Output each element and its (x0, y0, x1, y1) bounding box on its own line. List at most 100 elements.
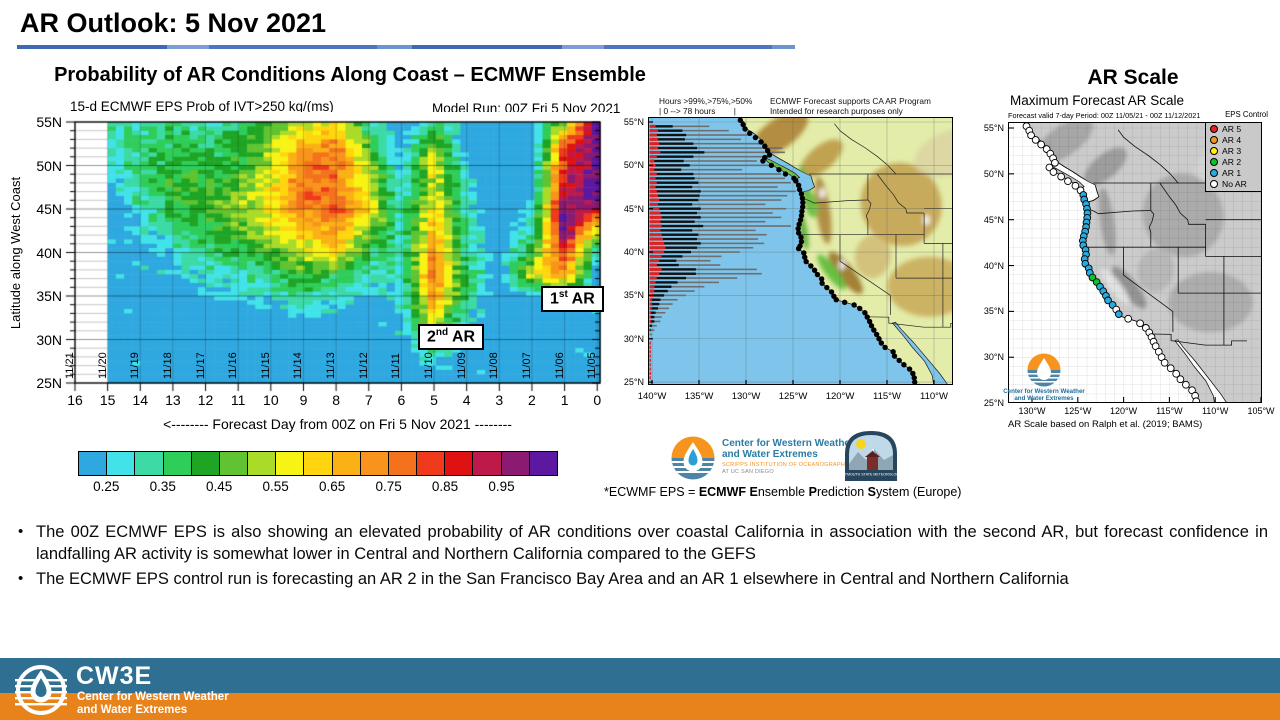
prob-date-tick-label: 11/08 (488, 352, 501, 379)
prob-y-axis-label: Latitude along West Coast (8, 176, 23, 330)
hours-bar-75 (649, 185, 693, 189)
hours-bar-50 (649, 168, 743, 171)
hours-bar-99 (649, 168, 655, 172)
colorbar-cell (445, 452, 474, 475)
hours-bar-75 (649, 276, 687, 280)
hours-bar-99 (649, 202, 659, 206)
mid-map-lon-label: 120°W (825, 391, 855, 402)
hours-bar-99 (649, 142, 660, 146)
hours-bar-50 (649, 246, 754, 249)
ar-scale-dot-no (1176, 375, 1185, 384)
hours-bar-50 (649, 186, 778, 188)
hours-bar-99 (649, 250, 665, 254)
hours-bar-99 (649, 189, 657, 193)
scripps-text: SCRIPPS INSTITUTION OF OCEANOGRAPHY (722, 462, 849, 468)
map-frame (648, 117, 953, 385)
mid-map-lon-label: 135°W (684, 391, 714, 402)
prob-date-tick-label: 11/11 (390, 353, 403, 379)
right-section-heading: AR Scale (1087, 66, 1179, 89)
hours-bar-99 (649, 259, 660, 263)
footnote-segment: S (867, 485, 877, 499)
hours-bar-99 (649, 159, 655, 163)
coast-dot (798, 238, 805, 245)
legend-dot-icon (1210, 157, 1218, 166)
ar-map-logo-text1: Center for Western Weather (1003, 388, 1085, 395)
coast-dot (799, 208, 805, 215)
prob-date-tick-label: 11/20 (96, 352, 109, 379)
footnote-segment: E (749, 485, 758, 499)
hours-bar-99 (649, 367, 651, 371)
coast-dot (901, 362, 907, 368)
mid-map-lon-label: 125°W (778, 391, 808, 402)
prob-lat-tick-label: 55N (36, 114, 62, 130)
legend-label: AR 1 (1222, 167, 1242, 178)
colorbar-tick-label: 0.95 (488, 479, 515, 494)
coast-dot (764, 147, 771, 154)
hours-bar-50 (649, 181, 792, 184)
ar-scale-dot-no (1136, 319, 1144, 328)
ar-scale-dot-no (1160, 358, 1169, 367)
hours-bar-75 (649, 237, 698, 241)
state-border (1149, 333, 1247, 346)
cw3e-logo-text-line2: and Water Extremes (722, 449, 818, 460)
hours-bar-75 (649, 129, 683, 132)
prob-date-tick-label: 11/07 (520, 352, 533, 379)
vancouver-island (762, 156, 801, 180)
hours-bar-99 (649, 176, 656, 180)
hours-bar-99 (649, 263, 657, 267)
footer-cw3e-logo-icon (15, 665, 67, 715)
hours-legend-line1: Hours >99%,>75%,>50% (659, 96, 753, 106)
coast-dot (910, 370, 916, 377)
footer-acronym: CW3E (76, 662, 153, 690)
hours-bar-99 (649, 267, 662, 271)
hours-bar-50 (649, 324, 657, 327)
ar-scale-dot-no (1182, 380, 1190, 389)
ecmwf-note-line2: Intended for research purposes only (770, 106, 903, 116)
hours-bar-75 (649, 263, 679, 267)
colorbar-cell (79, 452, 108, 475)
prob-date-tick-label: 11/09 (455, 352, 468, 379)
hours-bar-50 (649, 134, 750, 136)
prob-date-tick-label: 11/05 (586, 352, 599, 379)
legend-row: AR 5 (1206, 123, 1261, 134)
ar-map-lon-label: 125°W (1064, 406, 1092, 416)
coast-dot (802, 254, 808, 260)
hours-bar-50 (649, 242, 765, 245)
hours-bar-99 (649, 254, 662, 258)
legend-row: AR 3 (1206, 145, 1261, 156)
bullet-item: The 00Z ECMWF EPS is also showing an ele… (14, 521, 1268, 565)
hours-bar-99 (649, 194, 659, 198)
hours-bar-99 (649, 155, 657, 159)
hours-bar-99 (649, 220, 661, 224)
hours-bar-75 (649, 168, 682, 171)
hours-bar-75 (649, 142, 694, 145)
hours-bar-75 (649, 138, 685, 141)
colorbar-cell (276, 452, 305, 475)
footnote-segment: ystem (Europe) (876, 485, 962, 499)
ar-scale-dot-no (1192, 397, 1201, 403)
coast-dot (799, 204, 806, 210)
hours-bar-75 (649, 289, 668, 293)
hours-bar-50 (649, 142, 767, 145)
hours-bar-99 (649, 124, 656, 128)
ar-map-valid-text: Forecast valid 7-day Period: 00Z 11/05/2… (1008, 111, 1201, 120)
hours-bar-50 (649, 199, 782, 201)
ar-map-lat-label: 25°N (983, 398, 1004, 409)
state-border (1148, 210, 1155, 248)
hours-legend-line2: | 0 --> 78 hours | (659, 106, 736, 116)
ar-map-lon-label: 130°W (1018, 406, 1046, 416)
hours-bar-75 (649, 224, 704, 228)
hours-bar-99 (649, 133, 657, 137)
colorbar-tick-label: 0.55 (262, 479, 289, 494)
coast-dot (766, 152, 773, 158)
hours-bar-75 (649, 159, 684, 163)
colorbar-cell (163, 452, 192, 475)
ar-map-lon-label: 120°W (1110, 406, 1138, 416)
coast-dot (864, 314, 870, 320)
hours-bar-99 (649, 319, 651, 323)
state-border (1086, 207, 1151, 215)
coast-dot (808, 263, 814, 269)
hours-bar-99 (649, 272, 660, 276)
hours-bar-75 (649, 250, 691, 254)
prob-x-axis-caption: <-------- Forecast Day from 00Z on Fri 5… (163, 416, 512, 432)
